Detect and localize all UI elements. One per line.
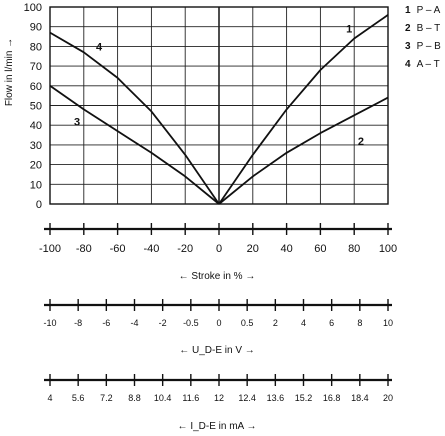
- x-tick-label: -20: [177, 243, 193, 255]
- voltage-tick-label: 10: [383, 318, 393, 328]
- legend-item: 4 A – T: [405, 56, 445, 74]
- y-tick-label: 40: [30, 120, 42, 132]
- x-tick-label: 20: [247, 243, 259, 255]
- y-tick-label: 100: [24, 2, 42, 14]
- legend-number: 4: [405, 59, 411, 70]
- voltage-tick-label: -6: [102, 318, 110, 328]
- series-line: [49, 85, 220, 205]
- legend-number: 3: [405, 41, 411, 52]
- current-tick-label: 16.8: [323, 393, 341, 403]
- stroke-axis: -100 -80 -60 -40 -20 0 20 40 60 80 100: [39, 223, 397, 255]
- current-tick-label: 13.6: [267, 393, 285, 403]
- legend-item: 1 P – A: [405, 2, 445, 20]
- x-tick-label: 0: [216, 243, 222, 255]
- legend-number: 1: [405, 5, 411, 16]
- series-labels: 1 2 3 4: [74, 24, 364, 148]
- legend: 1 P – A 2 B – T 3 P – B 4 A – T: [405, 2, 445, 74]
- current-tick-label: 4: [47, 393, 52, 403]
- voltage-axis: -10 -8 -6 -4 -2 -0.5 0 0.5 2 4 6 8 10: [43, 299, 393, 328]
- y-tick-label: 30: [30, 140, 42, 152]
- x-tick-label: -40: [143, 243, 159, 255]
- legend-item: 3 P – B: [405, 38, 445, 56]
- legend-text: P – A: [416, 5, 441, 16]
- legend-text: A – T: [416, 59, 440, 70]
- voltage-tick-label: -10: [43, 318, 56, 328]
- series-label: 3: [74, 116, 80, 128]
- x-tick-label: -100: [39, 243, 61, 255]
- legend-number: 2: [405, 23, 411, 34]
- current-tick-label: 11.6: [182, 393, 199, 403]
- current-tick-label: 7.2: [100, 393, 113, 403]
- voltage-tick-label: 0: [216, 318, 221, 328]
- series-line: [218, 96, 389, 205]
- current-tick-label: 10.4: [154, 393, 172, 403]
- y-tick-label: 70: [30, 61, 42, 73]
- voltage-tick-label: -0.5: [183, 318, 199, 328]
- current-axis-label: ← I_D-E in mA →: [178, 421, 257, 432]
- x-tick-label: 100: [379, 243, 397, 255]
- voltage-tick-label: 8: [357, 318, 362, 328]
- y-tick-label: 80: [30, 41, 42, 53]
- voltage-tick-label: 0.5: [241, 318, 254, 328]
- series-label: 4: [96, 41, 103, 53]
- voltage-tick-label: -8: [74, 318, 82, 328]
- voltage-tick-label: 6: [329, 318, 334, 328]
- grid: [49, 6, 389, 205]
- series-label: 2: [358, 136, 364, 148]
- current-tick-label: 20: [383, 393, 393, 403]
- y-axis-label: Flow in l/min →: [4, 38, 15, 106]
- current-tick-label: 12.4: [238, 393, 256, 403]
- y-tick-label: 60: [30, 81, 42, 93]
- current-axis: 4 5.6 7.2 8.8 10.4 11.6 12 12.4 13.6 15.2 16.8 18.4…: [44, 374, 393, 403]
- y-tick-label: 50: [30, 101, 42, 113]
- x-tick-label: -80: [76, 243, 92, 255]
- legend-text: P – B: [416, 41, 441, 52]
- series-line: [49, 31, 220, 205]
- current-tick-label: 5.6: [72, 393, 85, 403]
- x-tick-label: 60: [314, 243, 326, 255]
- voltage-tick-label: 2: [273, 318, 278, 328]
- current-tick-label: 8.8: [128, 393, 141, 403]
- y-tick-label: 20: [30, 160, 42, 172]
- x-tick-label: 80: [348, 243, 360, 255]
- voltage-tick-label: -4: [130, 318, 138, 328]
- y-tick-labels: 0 10 20 30 40 50 60 70 80 90 100: [24, 2, 42, 211]
- series-label: 1: [346, 24, 352, 36]
- x-tick-label: -60: [110, 243, 126, 255]
- current-tick-label: 15.2: [295, 393, 313, 403]
- x-tick-label: 40: [280, 243, 292, 255]
- series-lines: [49, 14, 389, 205]
- y-tick-label: 0: [36, 199, 42, 211]
- voltage-tick-label: 4: [301, 318, 306, 328]
- current-tick-label: 18.4: [351, 393, 369, 403]
- voltage-tick-label: -2: [159, 318, 167, 328]
- legend-item: 2 B – T: [405, 20, 445, 38]
- current-tick-label: 12: [214, 393, 224, 403]
- legend-text: B – T: [416, 23, 441, 34]
- y-tick-label: 90: [30, 22, 42, 34]
- y-tick-label: 10: [30, 179, 42, 191]
- x-axis-label: ← Stroke in % →: [179, 271, 256, 282]
- voltage-axis-label: ← U_D-E in V →: [179, 345, 255, 356]
- series-line: [218, 14, 389, 205]
